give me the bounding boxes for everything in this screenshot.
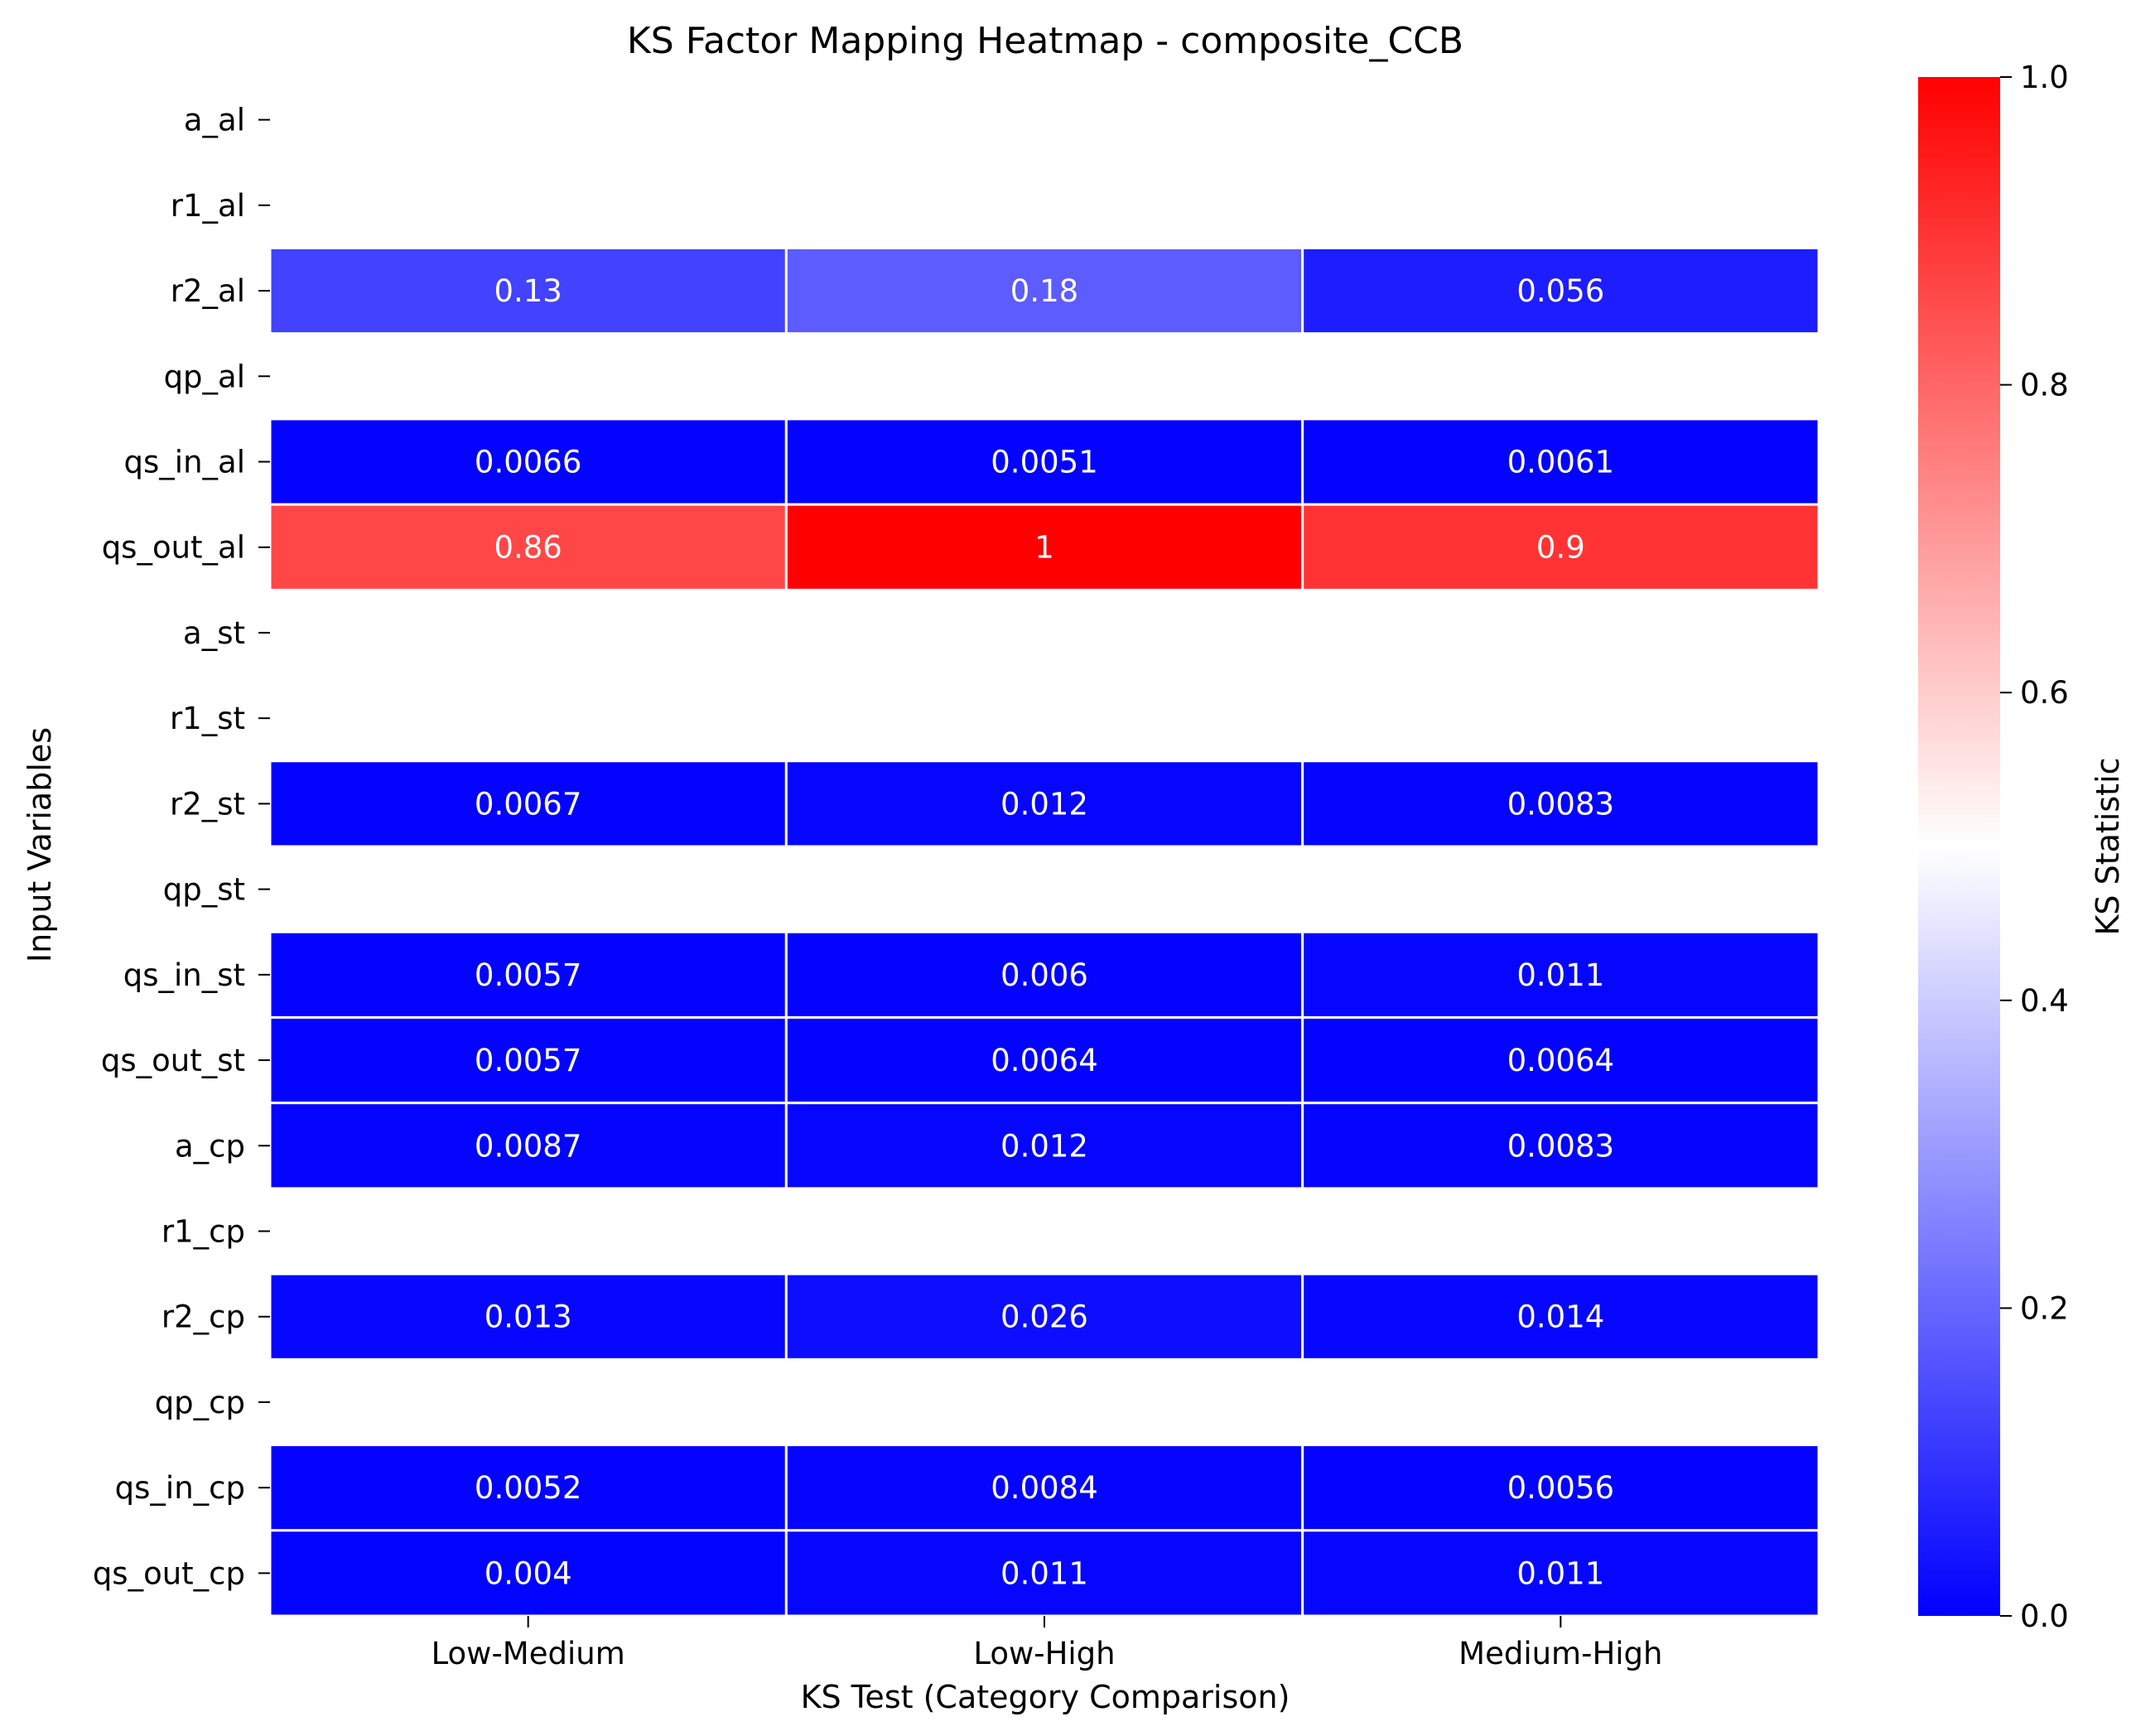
x-tick-label: Low-High [973,1636,1115,1671]
heatmap-cell [1301,1102,1820,1190]
heatmap-cell [784,246,1304,335]
heatmap-cell [268,246,788,335]
cell-value-label: 0.0057 [475,957,581,993]
heatmap-cell [784,1015,1304,1105]
cell-value-label: 0.014 [1516,1300,1604,1335]
colorbar [1918,77,2000,1616]
heatmap-cell [784,1272,1304,1361]
chart-title: KS Factor Mapping Heatmap - composite_CC… [627,20,1463,62]
cell-value-label: 1 [1034,530,1054,566]
heatmap-cell [1301,760,1820,848]
cell-value-label: 0.012 [1000,1128,1088,1164]
y-tick-label: qs_out_cp [93,1555,245,1591]
cell-value-label: 0.0064 [991,1043,1097,1078]
cell-value-label: 0.0067 [475,786,581,822]
y-tick-label: qp_st [163,872,245,908]
cell-value-label: 0.004 [485,1555,572,1591]
heatmap-cell [1301,417,1820,506]
y-tick-label: r2_st [170,786,245,822]
heatmap-cells: 0.13 0.18 0.056 0.0066 0.0051 0.0061 0.86 1 0.9 0… [268,246,1820,1618]
heatmap-cell [1301,1272,1820,1361]
cell-value-label: 0.011 [1516,957,1604,993]
cell-value-label: 0.011 [1000,1555,1088,1591]
x-tick-label: Medium-High [1458,1636,1662,1671]
colorbar-tick-label: 0.0 [2020,1599,2069,1634]
heatmap-cell [784,503,1304,591]
colorbar-label: KS Statistic [2090,757,2126,935]
y-tick-label: a_al [184,103,245,138]
y-tick-label: r1_st [170,701,245,736]
y-tick-label: a_st [183,615,245,651]
cell-value-label: 0.86 [494,530,562,566]
cell-value-label: 0.18 [1010,273,1078,309]
x-axis-label: KS Test (Category Comparison) [801,1679,1290,1715]
colorbar-tick-label: 0.4 [2020,983,2069,1019]
heatmap-cell [1301,1529,1820,1618]
colorbar-ticks: 0.0 0.2 0.4 0.6 0.8 1.0 [2000,60,2069,1634]
y-tick-label: qp_cp [155,1385,245,1420]
heatmap-cell [268,1102,788,1190]
colorbar-tick-label: 0.2 [2020,1290,2069,1326]
heatmap-cell [784,1102,1304,1190]
cell-value-label: 0.0066 [475,445,581,480]
cell-value-label: 0.0056 [1507,1470,1614,1506]
y-axis-label: Input Variables [22,727,58,962]
y-tick-label: r1_al [171,188,245,224]
y-tick-label: qs_out_st [101,1043,245,1078]
y-tick-label: qs_in_cp [115,1470,245,1506]
y-tick-label: qp_al [164,359,245,394]
cell-value-label: 0.056 [1516,273,1604,309]
y-tick-label: a_cp [175,1128,245,1164]
cell-value-label: 0.026 [1000,1300,1088,1335]
cell-value-label: 0.0057 [475,1043,581,1078]
y-tick-label: r2_al [171,273,245,309]
heatmap-cell [268,1529,788,1618]
cell-value-label: 0.0051 [991,445,1097,480]
heatmap-cell [268,1272,788,1361]
cell-value-label: 0.0061 [1507,445,1614,480]
cell-value-label: 0.006 [1000,957,1088,993]
cell-value-label: 0.0064 [1507,1043,1614,1078]
cell-value-label: 0.9 [1536,530,1585,566]
heatmap-cell [268,760,788,848]
cell-value-label: 0.013 [485,1300,572,1335]
cell-value-label: 0.011 [1516,1555,1604,1591]
heatmap-cell [268,1444,788,1532]
cell-value-label: 0.0083 [1507,786,1614,822]
cell-value-label: 0.0052 [475,1470,581,1506]
cell-value-label: 0.0087 [475,1128,581,1164]
cell-value-label: 0.0083 [1507,1128,1614,1164]
cell-value-label: 0.012 [1000,786,1088,822]
y-axis: a_al r1_al r2_al qp_al qs_in_al qs_out_al a_st… [93,103,270,1591]
cell-value-label: 0.13 [494,273,562,309]
heatmap-cell [268,503,788,591]
heatmap-cell [784,930,1304,1019]
heatmap-cell [1301,1444,1820,1532]
cell-value-label: 0.0084 [991,1470,1097,1506]
x-axis: Low-Medium Low-High Medium-High [432,1616,1663,1671]
x-tick-label: Low-Medium [432,1636,625,1671]
y-tick-label: qs_in_st [123,957,245,993]
y-tick-label: r2_cp [162,1300,245,1335]
y-tick-label: r1_cp [162,1214,245,1250]
colorbar-tick-label: 0.8 [2020,368,2069,403]
heatmap-cell [1301,246,1820,335]
y-tick-label: qs_out_al [102,530,245,566]
heatmap-cell [1301,1015,1820,1105]
heatmap-cell [1301,503,1820,591]
colorbar-tick-label: 0.6 [2020,675,2069,711]
y-tick-label: qs_in_al [124,445,245,480]
heatmap-cell [784,1529,1304,1618]
colorbar-tick-label: 1.0 [2020,60,2069,95]
